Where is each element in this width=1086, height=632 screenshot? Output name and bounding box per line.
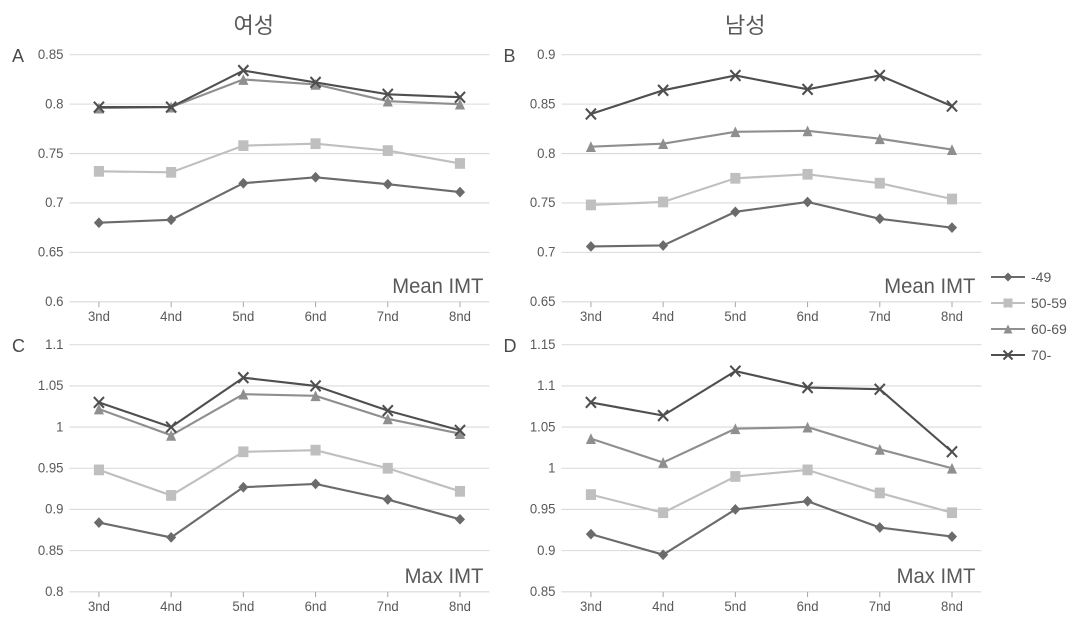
svg-text:1.15: 1.15 <box>529 337 555 352</box>
chart-corner-label: Max IMT <box>896 565 975 589</box>
svg-text:0.85: 0.85 <box>529 96 555 111</box>
svg-text:1.05: 1.05 <box>529 419 555 434</box>
svg-text:6nd: 6nd <box>796 599 818 614</box>
svg-text:7nd: 7nd <box>868 599 890 614</box>
svg-text:1: 1 <box>548 460 555 475</box>
legend-label: -49 <box>1031 269 1051 285</box>
chart-container: 여성 남성 A 0.6 0.65 0.7 0.75 0.8 0.85 3nd 4nd 5nd 6n… <box>0 0 1086 632</box>
svg-text:1.05: 1.05 <box>38 378 64 393</box>
svg-text:6nd: 6nd <box>305 599 327 614</box>
svg-text:5nd: 5nd <box>724 309 746 324</box>
panel-C: C 0.80.850.90.9511.051.13nd4nd5nd6nd7nd8… <box>8 334 500 624</box>
panel-B: B 0.65 0.7 0.75 0.8 0.85 0.9 3nd 4nd 5nd 6nd 7nd 8n… <box>500 44 992 334</box>
svg-text:3nd: 3nd <box>579 309 601 324</box>
svg-text:0.75: 0.75 <box>38 145 64 160</box>
legend-label: 50-59 <box>1031 295 1067 311</box>
panel-label-B: B <box>504 46 516 67</box>
svg-text:7nd: 7nd <box>377 309 399 324</box>
svg-text:5nd: 5nd <box>232 599 254 614</box>
chart-corner-label: Mean IMT <box>884 275 975 299</box>
legend-item: 50-59 <box>991 295 1080 311</box>
svg-text:8nd: 8nd <box>449 309 471 324</box>
svg-text:3nd: 3nd <box>88 599 110 614</box>
svg-text:0.7: 0.7 <box>537 244 555 259</box>
svg-text:0.65: 0.65 <box>38 244 64 259</box>
line-chart: 0.85 0.9 0.95 1 1.05 1.1 1.15 3nd 4nd 5nd 6nd 7nd 8n… <box>516 334 992 624</box>
svg-text:0.95: 0.95 <box>529 501 555 516</box>
svg-text:0.7: 0.7 <box>45 195 63 210</box>
svg-text:5nd: 5nd <box>724 599 746 614</box>
legend-item: 70- <box>991 347 1080 363</box>
line-chart: 0.8 0.85 0.9 0.95 1 1.05 1.1 3nd 4nd 5nd 6nd 7nd 8nd… <box>24 334 500 624</box>
svg-text:8nd: 8nd <box>449 599 471 614</box>
column-title-female: 여성 <box>8 8 500 44</box>
line-chart: 0.6 0.65 0.7 0.75 0.8 0.85 3nd 4nd 5nd 6nd 7nd 8nd M… <box>24 44 500 334</box>
svg-text:0.8: 0.8 <box>45 584 63 599</box>
svg-text:3nd: 3nd <box>88 309 110 324</box>
svg-text:8nd: 8nd <box>941 309 963 324</box>
svg-text:1.1: 1.1 <box>537 378 555 393</box>
svg-text:7nd: 7nd <box>868 309 890 324</box>
legend-label: 60-69 <box>1031 321 1067 337</box>
legend-item: 60-69 <box>991 321 1080 337</box>
svg-text:4nd: 4nd <box>652 599 674 614</box>
svg-text:4nd: 4nd <box>652 309 674 324</box>
svg-text:0.8: 0.8 <box>537 145 555 160</box>
svg-text:6nd: 6nd <box>796 309 818 324</box>
panel-D: D 0.850.90.9511.051.11.153nd4nd5nd6nd7nd… <box>500 334 992 624</box>
svg-text:3nd: 3nd <box>579 599 601 614</box>
svg-text:0.85: 0.85 <box>38 47 64 62</box>
svg-text:5nd: 5nd <box>232 309 254 324</box>
svg-text:0.9: 0.9 <box>45 501 63 516</box>
svg-text:0.95: 0.95 <box>38 460 64 475</box>
legend: -49 50-59 60-69 70- <box>991 0 1086 632</box>
svg-text:0.9: 0.9 <box>537 543 555 558</box>
chart-grid: 여성 남성 A 0.6 0.65 0.7 0.75 0.8 0.85 3nd 4nd 5nd 6n… <box>0 0 991 632</box>
svg-text:0.6: 0.6 <box>45 294 63 309</box>
svg-text:0.85: 0.85 <box>38 543 64 558</box>
svg-text:6nd: 6nd <box>305 309 327 324</box>
svg-text:1: 1 <box>56 419 63 434</box>
svg-text:0.65: 0.65 <box>529 294 555 309</box>
svg-text:4nd: 4nd <box>160 599 182 614</box>
legend-label: 70- <box>1031 347 1051 363</box>
line-chart: 0.65 0.7 0.75 0.8 0.85 0.9 3nd 4nd 5nd 6nd 7nd 8nd M… <box>516 44 992 334</box>
svg-text:8nd: 8nd <box>941 599 963 614</box>
svg-text:0.8: 0.8 <box>45 96 63 111</box>
svg-text:0.9: 0.9 <box>537 47 555 62</box>
svg-text:7nd: 7nd <box>377 599 399 614</box>
column-title-male: 남성 <box>500 8 992 44</box>
chart-corner-label: Max IMT <box>405 565 484 589</box>
svg-text:1.1: 1.1 <box>45 337 63 352</box>
svg-text:0.75: 0.75 <box>529 195 555 210</box>
panel-label-A: A <box>12 46 24 67</box>
svg-text:4nd: 4nd <box>160 309 182 324</box>
chart-corner-label: Mean IMT <box>392 275 483 299</box>
panel-A: A 0.6 0.65 0.7 0.75 0.8 0.85 3nd 4nd 5nd 6nd 7nd 8n… <box>8 44 500 334</box>
svg-text:0.85: 0.85 <box>529 584 555 599</box>
legend-item: -49 <box>991 269 1080 285</box>
